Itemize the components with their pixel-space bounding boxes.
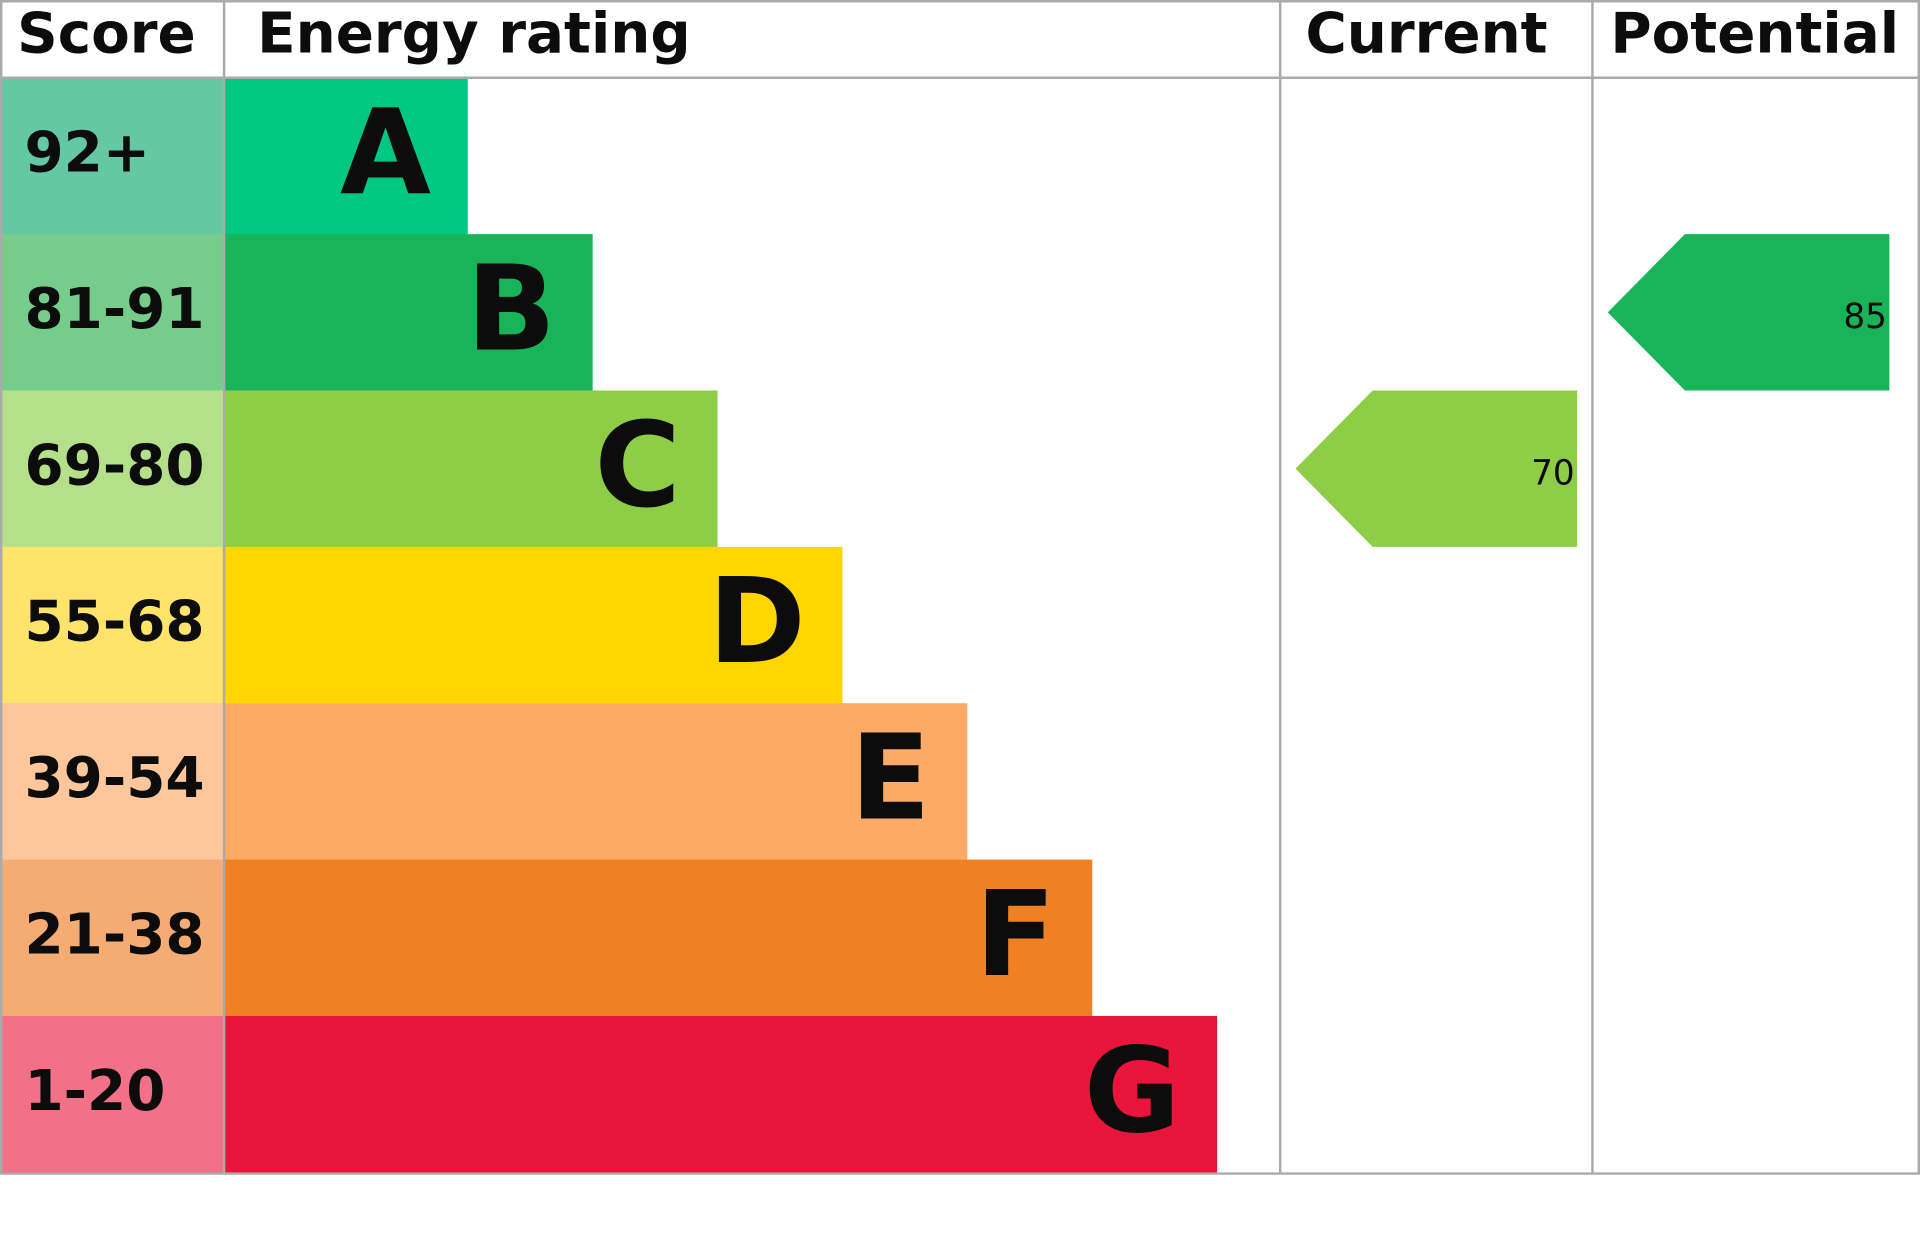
current-value: 70 xyxy=(1531,453,1575,493)
score-cell xyxy=(0,390,225,548)
score-label: 21-38 xyxy=(24,902,204,967)
score-label: 1-20 xyxy=(24,1059,165,1124)
score-cell xyxy=(0,1015,225,1173)
score-label: 81-91 xyxy=(24,277,204,342)
rating-letter: G xyxy=(1084,1022,1180,1159)
score-label: 92+ xyxy=(24,121,150,186)
score-cell xyxy=(0,77,225,235)
rating-letter: F xyxy=(975,866,1055,1003)
score-cell xyxy=(0,546,225,704)
rating-bar xyxy=(224,1015,1218,1173)
header-score: Score xyxy=(17,1,196,66)
header-potential: Potential xyxy=(1610,1,1899,66)
score-cell xyxy=(0,859,225,1017)
rating-bar xyxy=(224,390,718,548)
rating-letter: A xyxy=(340,84,431,221)
rating-letter: D xyxy=(708,553,806,690)
rating-letter: C xyxy=(595,397,681,534)
score-label: 55-68 xyxy=(24,590,204,655)
rating-bar xyxy=(224,546,843,704)
rating-bar xyxy=(224,703,968,861)
rating-bar xyxy=(224,234,593,392)
rating-letter: B xyxy=(466,240,556,377)
potential-value: 85 xyxy=(1843,297,1887,337)
header-current: Current xyxy=(1305,1,1547,66)
current-arrow xyxy=(1295,390,1578,547)
potential-arrow xyxy=(1607,234,1890,391)
rating-bar xyxy=(224,77,468,235)
score-label: 69-80 xyxy=(24,433,204,498)
score-cell xyxy=(0,234,225,392)
score-label: 39-54 xyxy=(24,746,204,811)
header-rating: Energy rating xyxy=(257,1,691,66)
rating-bar xyxy=(224,859,1093,1017)
score-cell xyxy=(0,703,225,861)
rating-letter: E xyxy=(850,710,930,847)
